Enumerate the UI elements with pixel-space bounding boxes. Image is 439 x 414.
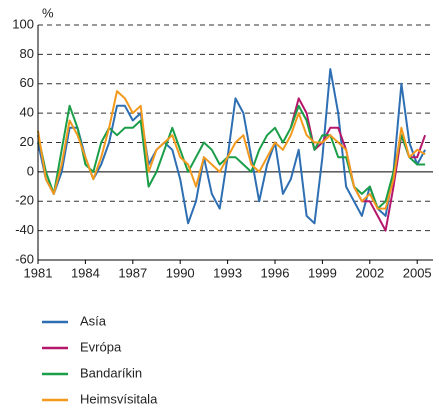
y-tick-label: 20 (20, 134, 34, 149)
x-tick-label: 1981 (24, 265, 53, 280)
legend-label: Heimsvísitala (80, 391, 158, 406)
y-tick-label: 100 (12, 16, 34, 31)
x-tick-label: 1996 (261, 265, 290, 280)
x-tick-label: 1984 (71, 265, 100, 280)
y-tick-label: -20 (15, 193, 34, 208)
y-tick-label: 60 (20, 75, 34, 90)
legend-label: Asía (80, 313, 107, 328)
x-tick-label: 1993 (213, 265, 242, 280)
y-tick-label: 0 (27, 163, 34, 178)
series-line (37, 104, 426, 210)
series-line (37, 90, 426, 210)
y-unit: % (42, 5, 54, 20)
y-tick-label: 80 (20, 46, 34, 61)
x-tick-label: 1999 (308, 265, 337, 280)
legend-label: Evrópa (80, 339, 122, 354)
series-line (289, 97, 427, 232)
x-tick-label: 1990 (166, 265, 195, 280)
x-tick-label: 1987 (118, 265, 147, 280)
legend-label: Bandaríkin (80, 365, 142, 380)
y-tick-label: -40 (15, 222, 34, 237)
y-tick-label: -60 (15, 251, 34, 266)
y-tick-label: 40 (20, 105, 34, 120)
x-tick-label: 2002 (355, 265, 384, 280)
series-line (37, 68, 426, 225)
x-tick-label: 2005 (403, 265, 432, 280)
